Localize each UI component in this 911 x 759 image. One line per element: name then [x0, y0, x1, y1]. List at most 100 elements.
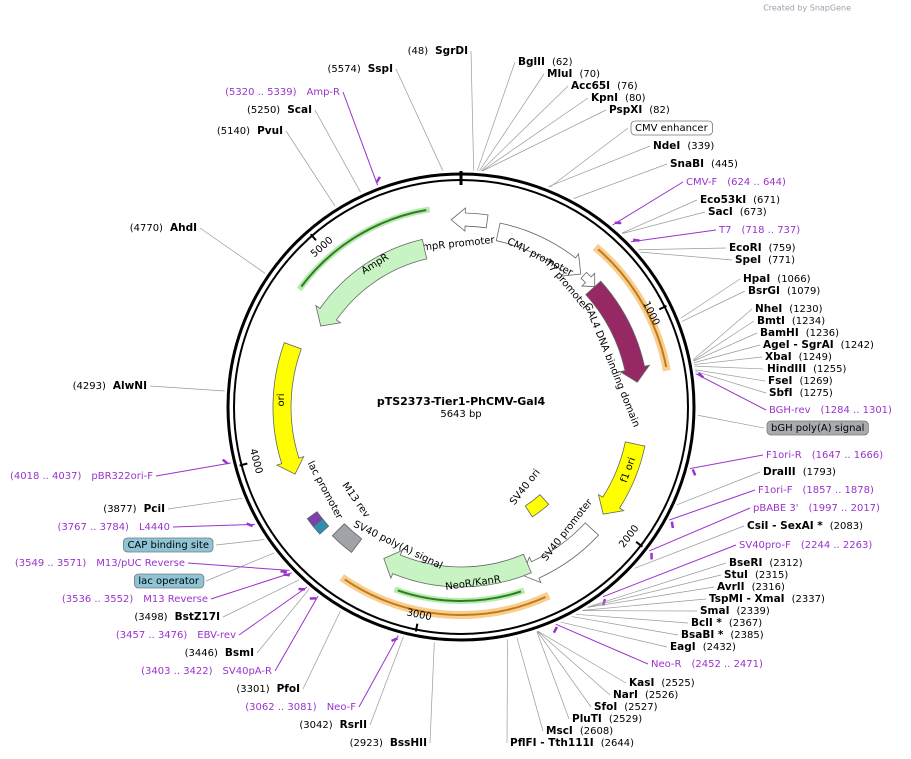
site-leader	[199, 227, 266, 274]
site-leader	[172, 523, 256, 528]
site-leader	[167, 497, 243, 510]
site-leader	[155, 462, 231, 477]
enzyme-name: AhdI	[170, 222, 197, 234]
site-label: BamHI (1236)	[760, 327, 839, 339]
site-leader	[479, 73, 545, 171]
site-label: SfoI (2527)	[594, 701, 658, 713]
site-leader	[640, 251, 733, 261]
site-label: (5320 .. 5339) Amp-R	[225, 87, 340, 98]
tick-mark	[239, 462, 248, 467]
site-leader	[630, 229, 717, 243]
feature	[597, 441, 646, 515]
feature	[272, 342, 305, 475]
site-label: XbaI (1249)	[765, 351, 832, 363]
site-label: (5574) SspI	[327, 63, 393, 75]
site-leader	[582, 598, 707, 611]
site-leader	[573, 163, 668, 199]
site-location: (624 .. 644)	[727, 177, 786, 188]
site-label: (4018 .. 4037) pBR322ori-F	[10, 471, 153, 482]
enzyme-name: PluTI	[572, 713, 602, 725]
enzyme-name: AgeI - SgrAI	[763, 339, 834, 351]
primer-mark	[632, 238, 640, 242]
enzyme-name: TspMI - XmaI	[709, 593, 785, 605]
enzyme-name: BseRI	[729, 557, 762, 569]
site-label: (3062 .. 3081) Neo-F	[245, 702, 356, 713]
tick-label: 4000	[247, 448, 264, 475]
site-location: (3301)	[236, 684, 269, 695]
site-leader	[649, 507, 751, 552]
site-location: (3536 .. 3552)	[62, 594, 134, 605]
enzyme-name: PfoI	[277, 683, 300, 695]
site-leader	[602, 544, 737, 598]
site-label: (3767 .. 3784) L4440	[58, 522, 170, 533]
enzyme-name: PflFI - Tth111I	[510, 737, 594, 749]
site-location: (771)	[768, 255, 795, 266]
site-label: BglII (62)	[518, 56, 573, 68]
feature-arc	[397, 589, 522, 602]
enzyme-name: HindIII	[767, 363, 806, 375]
primer-name: M13 Reverse	[143, 594, 208, 605]
site-location: (2316)	[752, 582, 785, 593]
site-label: HpaI (1066)	[743, 273, 811, 285]
site-leader	[549, 127, 629, 188]
site-label: Neo-R (2452 .. 2471)	[651, 659, 763, 670]
site-leader	[575, 613, 689, 624]
enzyme-name: BsaBI *	[681, 629, 724, 641]
credit: Created by SnapGene	[763, 4, 851, 13]
site-location: (3446)	[185, 648, 218, 659]
enzyme-name: PciI	[144, 503, 165, 515]
site-location: (3877)	[103, 504, 136, 515]
site-label: CsiI - SexAI * (2083)	[747, 520, 863, 532]
site-leader	[285, 130, 336, 207]
primer-name: F1ori-F	[758, 485, 793, 496]
site-leader	[587, 586, 715, 608]
feature-box	[766, 420, 869, 436]
primer-mark	[221, 458, 229, 465]
site-location: (2367)	[729, 618, 762, 629]
site-location: (4018 .. 4037)	[10, 471, 82, 482]
site-leader	[302, 610, 341, 690]
site-label: SacI (673)	[708, 206, 767, 218]
tick-mark	[658, 304, 667, 311]
site-label: KpnI (80)	[591, 92, 646, 104]
site-leader	[477, 61, 516, 171]
site-leader	[695, 370, 767, 394]
site-location: (1242)	[841, 340, 874, 351]
feature-box	[134, 573, 205, 589]
site-location: (3498)	[134, 612, 167, 623]
site-label: PspXI (82)	[609, 104, 670, 116]
site-leader	[516, 637, 544, 732]
site-leader	[693, 344, 761, 364]
site-label: DraIII (1793)	[763, 466, 836, 478]
primer-name: pBABE 3'	[753, 503, 799, 514]
site-leader	[588, 562, 727, 608]
site-leader	[694, 369, 766, 382]
enzyme-name: SgrDI	[435, 45, 468, 57]
site-location: (2337)	[792, 594, 825, 605]
site-location: (1857 .. 1878)	[802, 485, 874, 496]
site-label: (3446) BsmI	[185, 647, 254, 659]
site-location: (2526)	[645, 690, 678, 701]
primer-name: CMV-F	[686, 177, 717, 188]
site-label: PflFI - Tth111I (2644)	[510, 737, 634, 749]
enzyme-name: NarI	[613, 689, 638, 701]
site-leader	[470, 50, 475, 171]
site-location: (2644)	[601, 738, 634, 749]
tick-label: 2000	[617, 523, 641, 550]
feature-box	[123, 537, 214, 553]
site-location: (1284 .. 1301)	[821, 405, 893, 416]
enzyme-name: KasI	[629, 677, 654, 689]
site-location: (3042)	[299, 720, 332, 731]
enzyme-name: RsrII	[340, 719, 367, 731]
site-label: (3403 .. 3422) SV40pA-R	[141, 666, 272, 677]
site-location: (2529)	[609, 714, 642, 725]
site-label: TspMI - XmaI (2337)	[709, 593, 825, 605]
primer-mark	[697, 372, 705, 379]
enzyme-name: AlwNI	[113, 380, 147, 392]
site-location: (48)	[408, 46, 429, 57]
site-label: pBABE 3' (1997 .. 2017)	[753, 503, 880, 514]
site-leader	[693, 320, 755, 361]
site-label: (3301) PfoI	[236, 683, 300, 695]
feature-label: AmpR promoter	[415, 235, 496, 254]
site-location: (1269)	[799, 376, 832, 387]
